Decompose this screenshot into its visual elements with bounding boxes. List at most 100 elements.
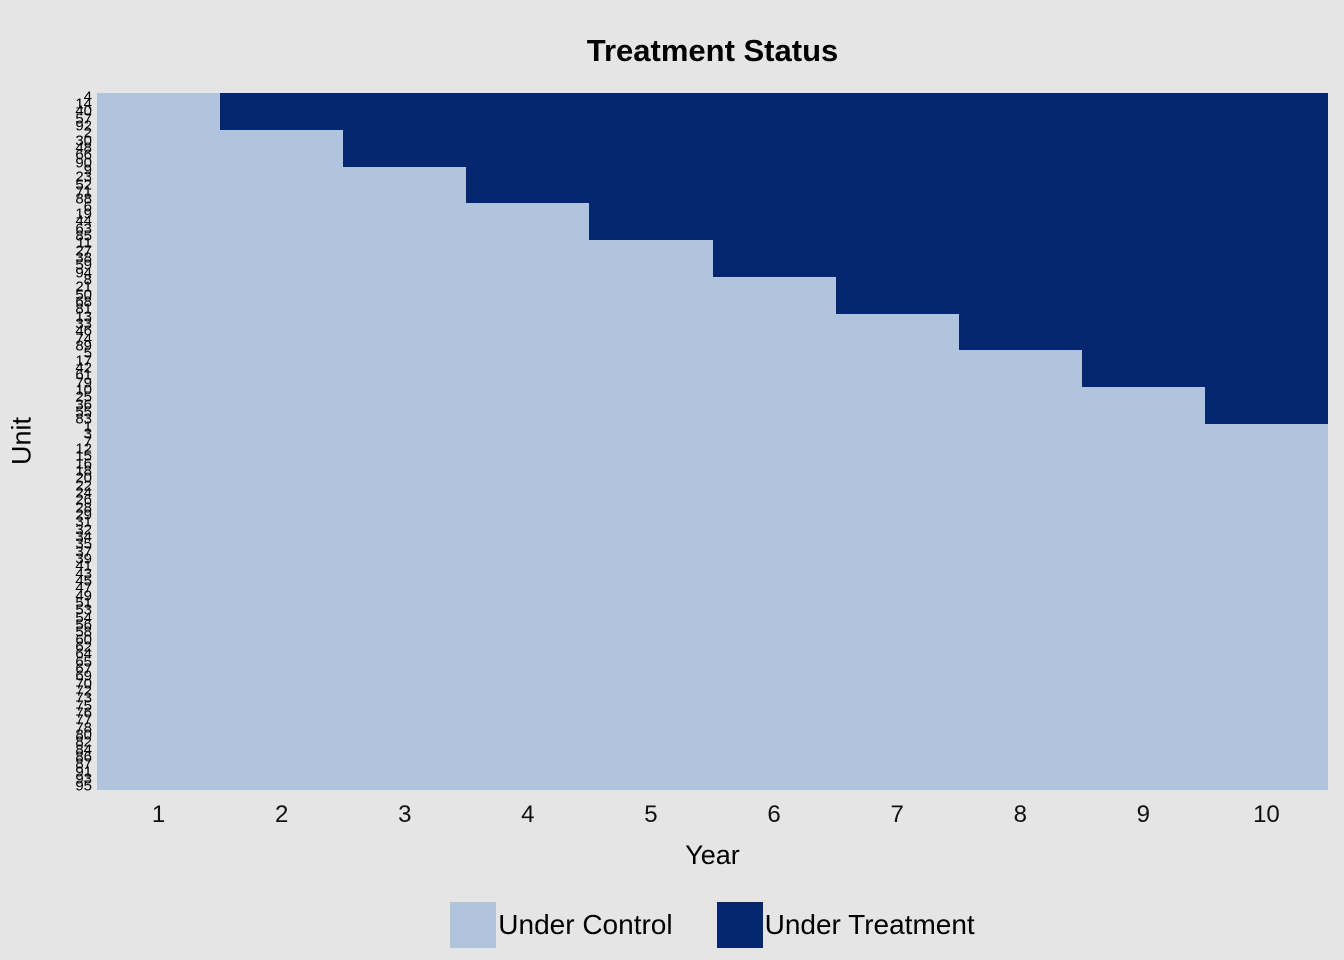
heatmap-row (97, 570, 1328, 577)
y-tick-label: 95 (75, 777, 92, 795)
treated-segment (958, 320, 1328, 329)
treated-segment (343, 144, 1328, 153)
x-tick-label: 10 (1253, 801, 1280, 828)
y-tick-label: 4 (83, 88, 92, 106)
heatmap-row (97, 769, 1328, 776)
heatmap-row (97, 592, 1328, 599)
treated-segment (1204, 415, 1328, 424)
heatmap-row (97, 475, 1328, 482)
heatmap-row (97, 681, 1328, 688)
y-tick-label: 40 (75, 102, 92, 120)
y-tick-label: 33 (75, 315, 92, 333)
heatmap-row (97, 232, 1328, 241)
heatmap-row (97, 239, 1328, 248)
legend-swatch-treatment (716, 902, 763, 948)
y-tick-label: 28 (75, 499, 92, 517)
chart-title: Treatment Status (586, 33, 839, 68)
heatmap-row (97, 371, 1328, 380)
heatmap-row (97, 460, 1328, 467)
y-tick-label: 19 (75, 205, 92, 223)
y-tick-label: 66 (75, 146, 92, 164)
y-tick-label: 35 (75, 535, 92, 553)
y-tick-label: 83 (75, 410, 92, 428)
heatmap-row (97, 224, 1328, 233)
heatmap-row (97, 313, 1328, 321)
heatmap-row (97, 188, 1328, 197)
treated-segment (1081, 349, 1328, 358)
heatmap-row (97, 673, 1328, 680)
x-axis-tick-labels: 1 2 3 4 5 6 7 8 9 10 (97, 801, 1328, 831)
y-tick-label: 61 (75, 366, 92, 384)
x-axis-title: Year (685, 840, 740, 870)
heatmap-row (97, 600, 1328, 607)
y-tick-label: 76 (75, 704, 92, 722)
treated-segment (220, 92, 1328, 101)
heatmap-row (97, 195, 1328, 204)
heatmap-row (97, 585, 1328, 592)
heatmap-row (97, 276, 1328, 285)
y-tick-label: 90 (75, 154, 92, 172)
y-tick-label: 47 (75, 579, 92, 597)
heatmap-row (97, 173, 1328, 182)
y-tick-label: 9 (83, 161, 92, 179)
y-tick-label: 15 (75, 447, 92, 465)
heatmap-row (97, 349, 1328, 358)
heatmap-row (97, 290, 1328, 299)
y-tick-label: 46 (75, 322, 92, 340)
y-tick-label: 88 (75, 190, 92, 208)
y-tick-label: 89 (75, 337, 92, 355)
heatmap-row (97, 386, 1328, 395)
y-tick-label: 14 (75, 95, 92, 113)
heatmap-row (97, 438, 1328, 445)
heatmap-row (97, 415, 1328, 424)
x-tick-label: 9 (1136, 801, 1151, 828)
y-tick-label: 24 (75, 484, 92, 502)
heatmap-row (97, 114, 1328, 123)
heatmap-row (97, 393, 1328, 402)
y-tick-label: 57 (75, 110, 92, 128)
y-tick-label: 11 (76, 234, 92, 252)
heatmap-row (97, 703, 1328, 710)
heatmap-row (97, 217, 1328, 226)
heatmap-row (97, 497, 1328, 504)
y-tick-label: 38 (75, 249, 92, 267)
y-tick-label: 60 (75, 631, 92, 649)
heatmap-row (97, 283, 1328, 292)
y-tick-label: 85 (75, 227, 92, 245)
heatmap-row (97, 629, 1328, 636)
y-tick-label: 10 (75, 381, 92, 399)
legend-entry: Under Treatment (716, 902, 975, 948)
heatmap-row (97, 512, 1328, 519)
treated-segment (1204, 401, 1328, 410)
y-tick-label: 55 (75, 403, 92, 421)
heatmap-row (97, 92, 1328, 101)
treated-segment (589, 224, 1328, 233)
y-tick-label: 27 (75, 242, 92, 260)
heatmap-row (97, 761, 1328, 768)
treated-segment (343, 151, 1328, 160)
heatmap-row (97, 482, 1328, 489)
y-tick-label: 62 (75, 638, 92, 656)
y-tick-label: 69 (75, 667, 92, 685)
treated-segment (958, 335, 1328, 343)
y-tick-label: 58 (75, 623, 92, 641)
x-tick-label: 8 (1013, 801, 1027, 828)
y-axis-tick-labels: 4 14 40 57 92 2 30 48 66 90 9 23 52 71 88 6 19 44 63 85 11 27… (40, 89, 92, 794)
legend-swatch-control (450, 902, 497, 948)
y-tick-label: 80 (75, 726, 92, 744)
y-tick-label: 93 (75, 770, 92, 788)
heatmap-row (97, 268, 1328, 277)
y-tick-label: 6 (83, 198, 92, 216)
heatmap-row (97, 144, 1328, 153)
y-tick-label: 59 (75, 256, 92, 274)
y-tick-label: 68 (75, 293, 92, 311)
treated-segment (1204, 386, 1328, 395)
y-tick-label: 71 (75, 183, 92, 201)
y-tick-label: 3 (83, 425, 92, 443)
y-tick-label: 7 (83, 433, 92, 450)
heatmap-row (97, 431, 1328, 438)
heatmap-row (97, 100, 1328, 108)
treated-segment (712, 254, 1328, 263)
y-tick-label: 17 (75, 352, 92, 370)
heatmap-row (97, 563, 1328, 570)
